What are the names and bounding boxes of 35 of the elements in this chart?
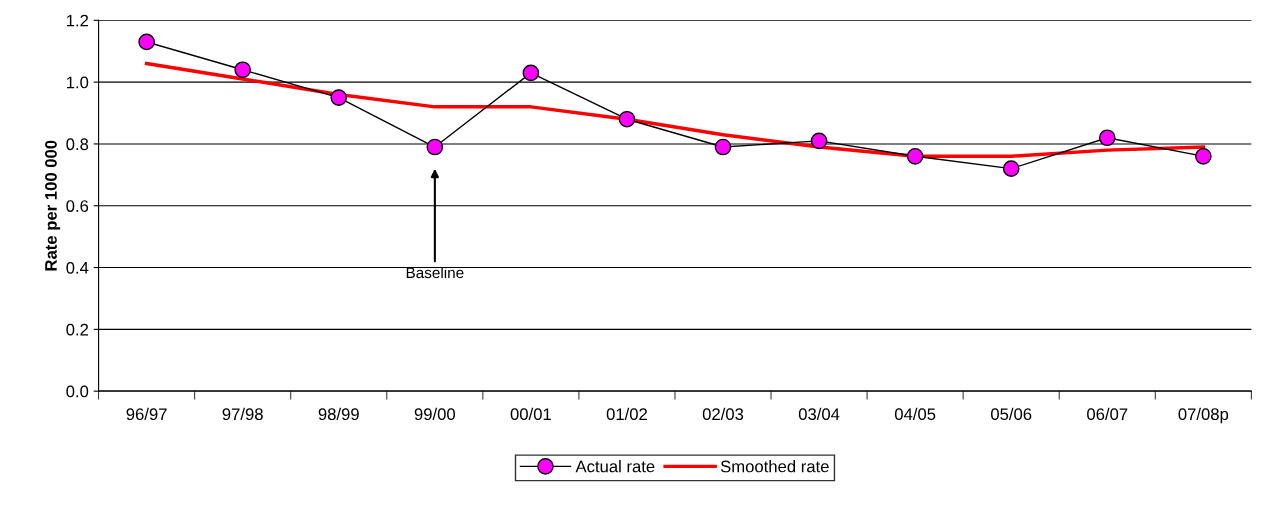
y-tick-label: 0.2 xyxy=(66,323,89,336)
y-tick-label: 0.6 xyxy=(66,200,89,212)
y-tick-label: 0.0 xyxy=(66,385,89,398)
legend-label: Actual rate xyxy=(575,460,655,473)
y-axis-title: Rate per 100 000 xyxy=(45,140,61,271)
point xyxy=(522,64,540,82)
x-tick-label: 02/03 xyxy=(702,407,744,421)
x-tick-label: 99/00 xyxy=(414,407,456,421)
point xyxy=(1098,129,1116,147)
annotation: Baseline xyxy=(406,266,464,279)
point xyxy=(138,33,155,51)
point xyxy=(330,89,348,106)
point xyxy=(426,138,444,156)
x-tick-label: 05/06 xyxy=(991,407,1032,421)
y-tick-label: 0.4 xyxy=(66,261,89,274)
x-tick-label: 03/04 xyxy=(798,407,840,421)
x-tick-label: 00/01 xyxy=(510,407,551,421)
point xyxy=(234,61,252,79)
x-tick-label: 01/02 xyxy=(606,407,647,421)
point xyxy=(618,110,636,128)
y-tick-label: 0.8 xyxy=(66,138,89,151)
legend-label: Smoothed rate xyxy=(720,460,829,473)
x-tick-label: 07/08p xyxy=(1178,407,1229,424)
y-tick-label: 1.2 xyxy=(66,14,89,27)
point xyxy=(1194,147,1212,165)
point xyxy=(714,138,732,156)
x-tick-label: 96/97 xyxy=(126,407,167,421)
x-tick-label: 06/07 xyxy=(1087,407,1128,421)
x-tick-label: 04/05 xyxy=(894,407,936,421)
point xyxy=(1002,160,1020,177)
point xyxy=(906,147,924,165)
x-tick-label: 97/98 xyxy=(222,407,263,421)
y-tick-label: 1.0 xyxy=(66,76,89,89)
x-tick-label: 98/99 xyxy=(318,407,359,421)
point xyxy=(810,132,828,150)
